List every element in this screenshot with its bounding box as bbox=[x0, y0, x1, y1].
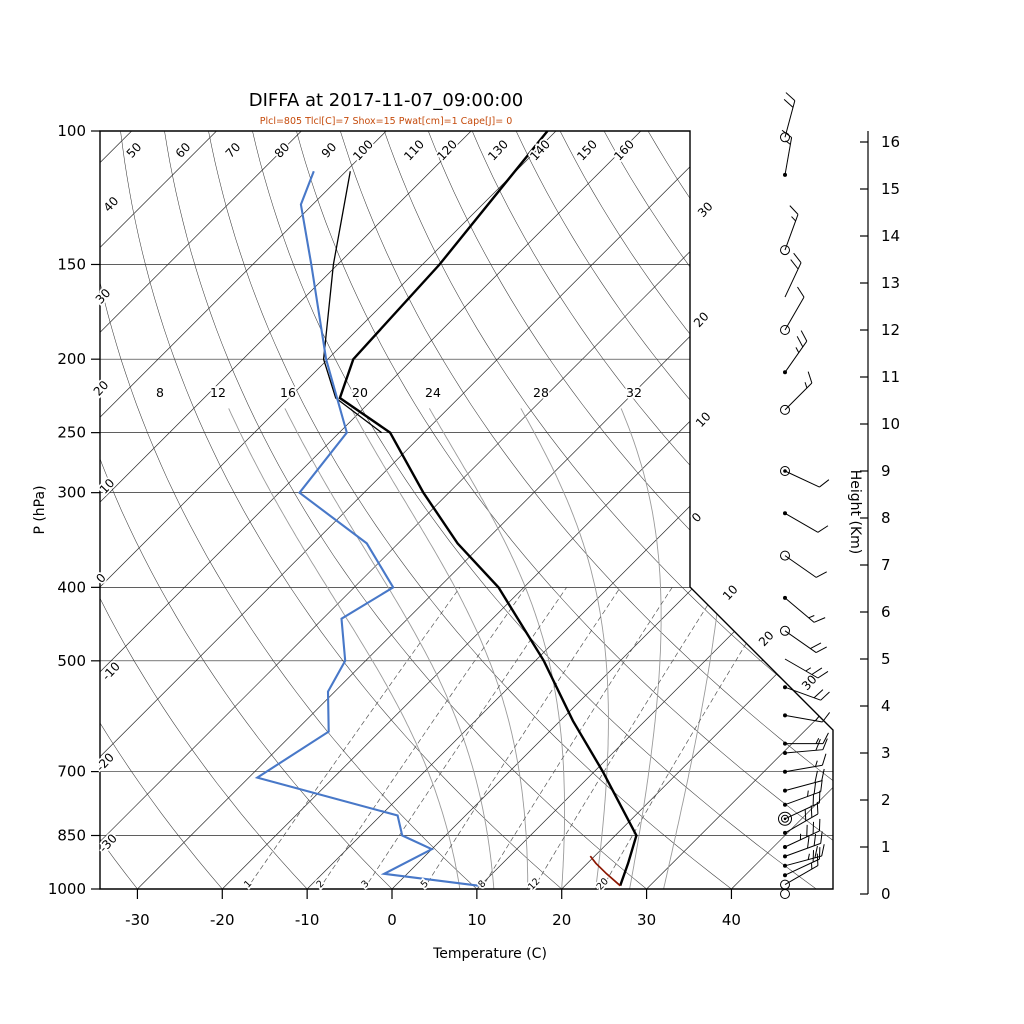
svg-text:40: 40 bbox=[722, 911, 741, 929]
svg-text:850: 850 bbox=[57, 826, 86, 844]
svg-text:140: 140 bbox=[527, 137, 553, 163]
svg-text:24: 24 bbox=[425, 385, 441, 400]
svg-text:0: 0 bbox=[881, 885, 891, 903]
svg-text:70: 70 bbox=[223, 140, 244, 161]
svg-text:30: 30 bbox=[695, 199, 716, 220]
svg-text:10: 10 bbox=[720, 582, 741, 603]
svg-text:-20: -20 bbox=[210, 911, 235, 929]
svg-text:160: 160 bbox=[611, 137, 637, 163]
wind-barb-column bbox=[778, 92, 831, 899]
svg-text:16: 16 bbox=[280, 385, 296, 400]
svg-text:20: 20 bbox=[691, 309, 712, 330]
svg-text:5: 5 bbox=[881, 650, 891, 668]
svg-text:10: 10 bbox=[881, 415, 900, 433]
svg-text:12: 12 bbox=[526, 876, 542, 892]
svg-text:20: 20 bbox=[552, 911, 571, 929]
dewpoint-curve bbox=[254, 170, 479, 887]
sounding-curves bbox=[254, 131, 638, 887]
svg-text:28: 28 bbox=[533, 385, 549, 400]
svg-text:30: 30 bbox=[93, 286, 114, 307]
svg-text:-20: -20 bbox=[93, 750, 117, 774]
svg-text:100: 100 bbox=[350, 137, 376, 163]
height-axis-title: Height (Km) bbox=[847, 470, 863, 554]
svg-text:90: 90 bbox=[319, 140, 340, 161]
svg-text:8: 8 bbox=[156, 385, 164, 400]
svg-text:50: 50 bbox=[124, 140, 145, 161]
svg-text:30: 30 bbox=[799, 672, 820, 693]
parcel-start-red bbox=[589, 855, 621, 887]
svg-text:7: 7 bbox=[881, 556, 891, 574]
svg-text:4: 4 bbox=[881, 697, 891, 715]
svg-text:130: 130 bbox=[485, 137, 511, 163]
svg-text:8: 8 bbox=[881, 509, 891, 527]
background-lines bbox=[100, 131, 833, 889]
svg-text:11: 11 bbox=[881, 368, 900, 386]
svg-text:13: 13 bbox=[881, 274, 900, 292]
svg-text:0: 0 bbox=[93, 571, 108, 586]
parcel-curve bbox=[322, 171, 382, 434]
svg-text:250: 250 bbox=[57, 424, 86, 442]
svg-text:20: 20 bbox=[756, 628, 777, 649]
svg-text:200: 200 bbox=[57, 350, 86, 368]
line-labels: 50 60 70 80 90 100 110 120 130 140 150 160403020100… bbox=[89, 135, 821, 894]
plot-border bbox=[99, 130, 834, 890]
svg-text:0: 0 bbox=[689, 510, 704, 525]
chart-subtitle-indices: Plcl=805 Tlcl[C]=7 Shox=15 Pwat[cm]=1 Ca… bbox=[260, 116, 513, 127]
svg-text:16: 16 bbox=[881, 133, 900, 151]
svg-text:400: 400 bbox=[57, 578, 86, 596]
svg-text:-10: -10 bbox=[99, 659, 123, 683]
svg-text:150: 150 bbox=[57, 255, 86, 273]
svg-text:40: 40 bbox=[101, 194, 122, 215]
svg-text:9: 9 bbox=[881, 462, 891, 480]
temperature-curve bbox=[338, 131, 638, 887]
svg-text:500: 500 bbox=[57, 652, 86, 670]
svg-text:12: 12 bbox=[210, 385, 226, 400]
svg-text:6: 6 bbox=[881, 603, 891, 621]
svg-text:0: 0 bbox=[387, 911, 397, 929]
svg-text:30: 30 bbox=[637, 911, 656, 929]
temperature-axis-title: Temperature (C) bbox=[432, 946, 547, 962]
svg-text:100: 100 bbox=[57, 122, 86, 140]
svg-text:120: 120 bbox=[434, 137, 460, 163]
svg-text:110: 110 bbox=[401, 137, 427, 163]
page-title: DIFFA at 2017-11-07_09:00:00 bbox=[249, 90, 524, 111]
svg-text:15: 15 bbox=[881, 180, 900, 198]
svg-text:300: 300 bbox=[57, 484, 86, 502]
svg-text:10: 10 bbox=[467, 911, 486, 929]
svg-text:2: 2 bbox=[881, 791, 891, 809]
svg-text:20: 20 bbox=[352, 385, 368, 400]
svg-text:150: 150 bbox=[574, 137, 600, 163]
svg-text:32: 32 bbox=[626, 385, 642, 400]
svg-text:10: 10 bbox=[693, 409, 714, 430]
svg-text:1: 1 bbox=[881, 838, 891, 856]
svg-text:12: 12 bbox=[881, 321, 900, 339]
svg-text:3: 3 bbox=[881, 744, 891, 762]
svg-text:1000: 1000 bbox=[48, 880, 86, 898]
svg-text:20: 20 bbox=[91, 378, 112, 399]
svg-text:700: 700 bbox=[57, 763, 86, 781]
svg-text:14: 14 bbox=[881, 227, 900, 245]
svg-text:-10: -10 bbox=[295, 911, 320, 929]
svg-text:-30: -30 bbox=[125, 911, 150, 929]
pressure-axis-title: P (hPa) bbox=[32, 485, 48, 534]
